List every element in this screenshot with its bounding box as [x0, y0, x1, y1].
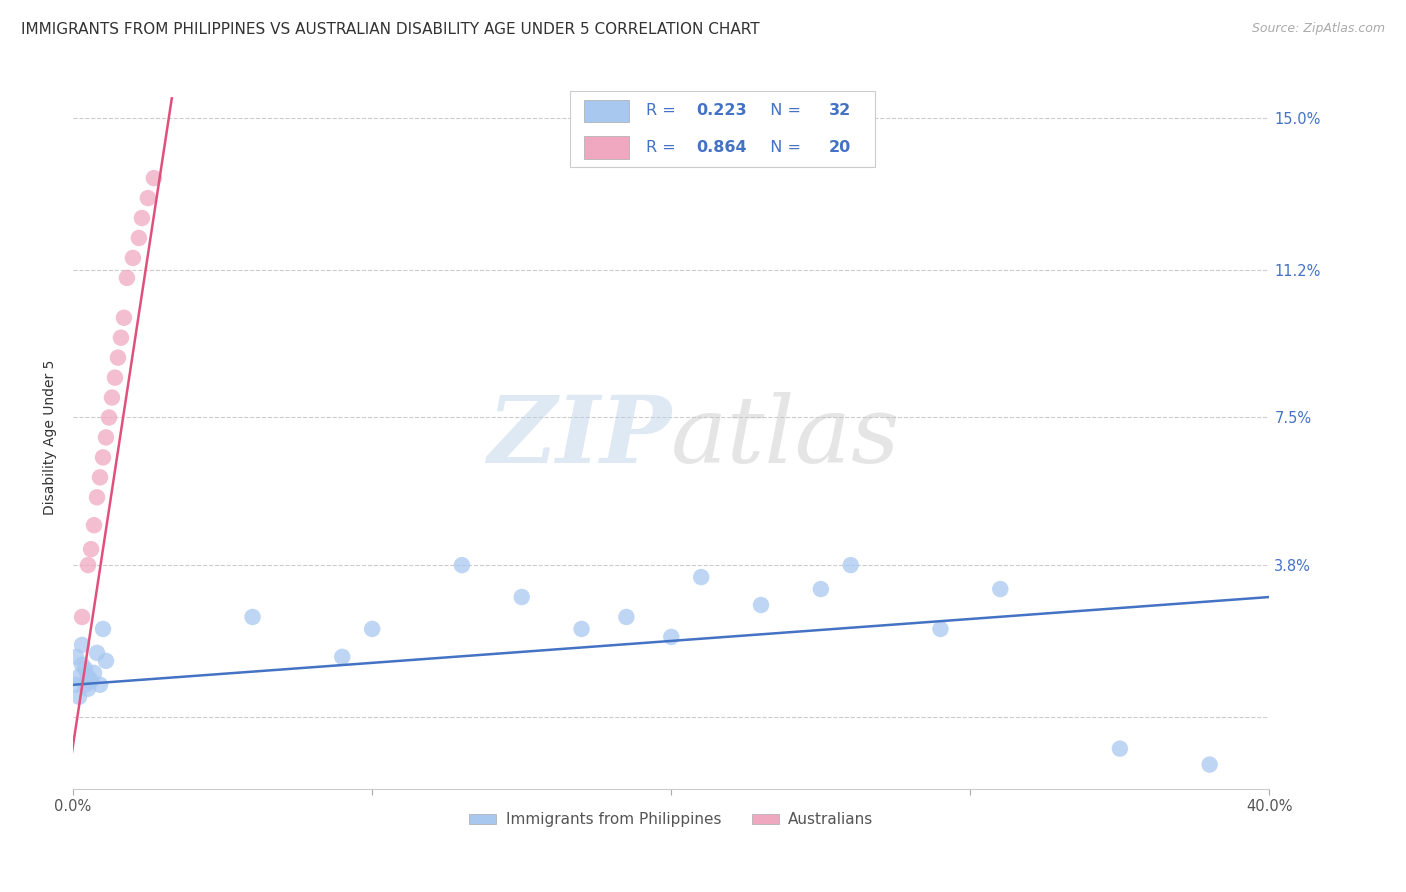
- Point: [616, 610, 638, 624]
- Point: [101, 391, 124, 405]
- Point: [80, 542, 103, 557]
- Point: [690, 570, 713, 584]
- FancyBboxPatch shape: [569, 91, 875, 167]
- Point: [83, 518, 105, 533]
- Y-axis label: Disability Age Under 5: Disability Age Under 5: [44, 359, 58, 516]
- Point: [80, 673, 103, 688]
- Point: [94, 430, 117, 444]
- Legend: Immigrants from Philippines, Australians: Immigrants from Philippines, Australians: [463, 806, 880, 833]
- Text: 20: 20: [830, 140, 852, 155]
- Point: [104, 370, 127, 384]
- Text: atlas: atlas: [671, 392, 901, 483]
- Point: [65, 649, 87, 664]
- Point: [65, 678, 87, 692]
- Point: [86, 490, 108, 504]
- FancyBboxPatch shape: [583, 136, 630, 159]
- Point: [77, 670, 100, 684]
- Text: ZIP: ZIP: [486, 392, 671, 483]
- Text: 0.223: 0.223: [696, 103, 747, 119]
- Point: [749, 598, 772, 612]
- Point: [70, 610, 93, 624]
- Point: [73, 678, 96, 692]
- Point: [77, 681, 100, 696]
- Point: [83, 665, 105, 680]
- Point: [70, 657, 93, 672]
- Point: [77, 558, 100, 573]
- Point: [988, 582, 1011, 596]
- Text: R =: R =: [647, 103, 681, 119]
- Point: [115, 271, 138, 285]
- Point: [110, 331, 132, 345]
- Point: [128, 231, 150, 245]
- Text: N =: N =: [759, 140, 806, 155]
- Point: [571, 622, 593, 636]
- Point: [91, 450, 114, 465]
- Point: [136, 191, 159, 205]
- Point: [112, 310, 135, 325]
- Point: [839, 558, 862, 573]
- Point: [1109, 741, 1132, 756]
- Point: [131, 211, 153, 225]
- Text: 0.864: 0.864: [696, 140, 747, 155]
- Point: [242, 610, 264, 624]
- Point: [142, 171, 165, 186]
- Text: IMMIGRANTS FROM PHILIPPINES VS AUSTRALIAN DISABILITY AGE UNDER 5 CORRELATION CHA: IMMIGRANTS FROM PHILIPPINES VS AUSTRALIA…: [21, 22, 759, 37]
- Point: [330, 649, 353, 664]
- Point: [510, 590, 533, 604]
- Point: [67, 670, 90, 684]
- Point: [89, 470, 111, 484]
- Point: [89, 678, 111, 692]
- Point: [86, 646, 108, 660]
- Point: [929, 622, 952, 636]
- Point: [73, 662, 96, 676]
- Point: [810, 582, 832, 596]
- Point: [70, 638, 93, 652]
- Point: [98, 410, 121, 425]
- Point: [94, 654, 117, 668]
- Text: N =: N =: [759, 103, 806, 119]
- Point: [107, 351, 129, 365]
- Point: [659, 630, 682, 644]
- Text: 32: 32: [830, 103, 852, 119]
- Text: Source: ZipAtlas.com: Source: ZipAtlas.com: [1251, 22, 1385, 36]
- Point: [361, 622, 384, 636]
- Point: [451, 558, 474, 573]
- FancyBboxPatch shape: [583, 100, 630, 122]
- Point: [122, 251, 145, 265]
- Text: R =: R =: [647, 140, 681, 155]
- Point: [1198, 757, 1220, 772]
- Point: [91, 622, 114, 636]
- Point: [67, 690, 90, 704]
